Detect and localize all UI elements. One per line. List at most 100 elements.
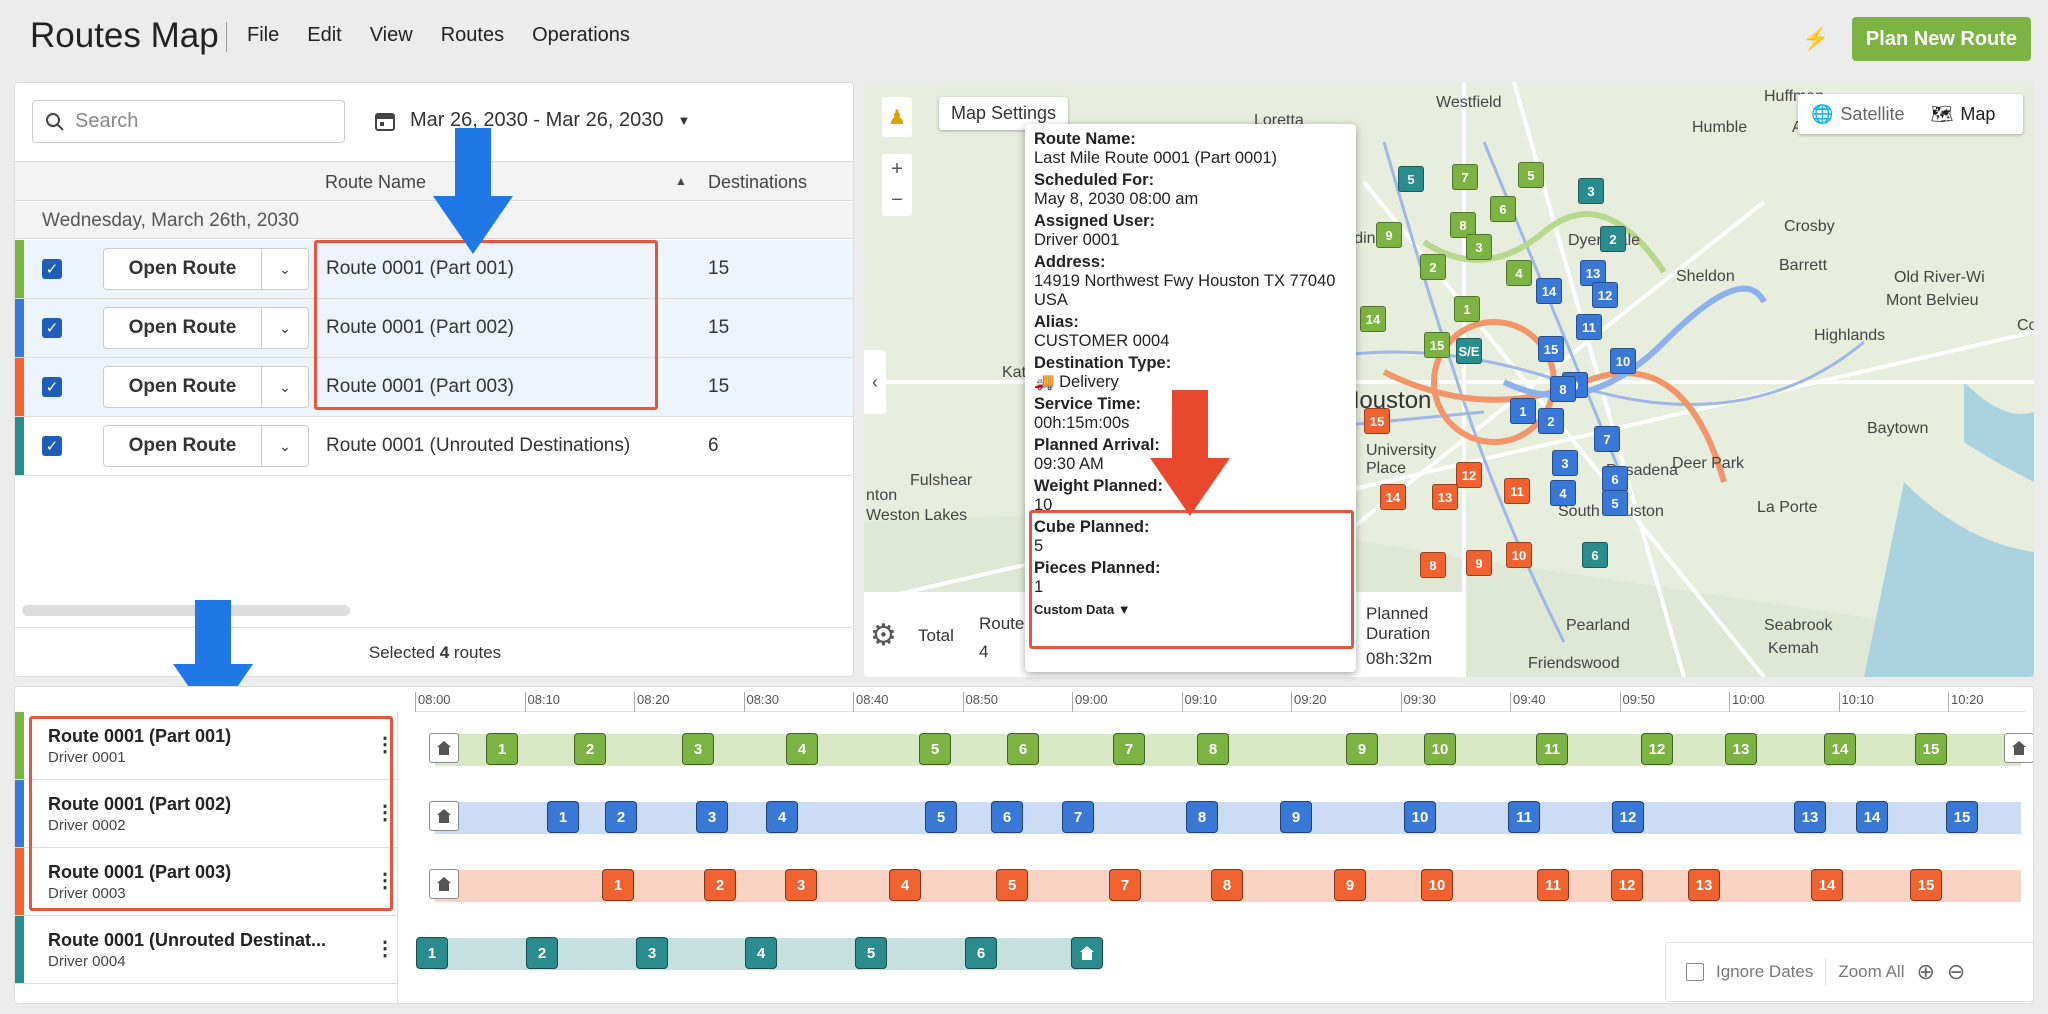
route-row[interactable]: ✓ Open Route ⌄ Route 0001 (Unrouted Destina… <box>15 417 853 476</box>
search-input[interactable] <box>75 110 325 133</box>
timeline-stop[interactable]: 15 <box>1910 869 1942 901</box>
timeline-stop[interactable]: 3 <box>696 801 728 833</box>
timeline-stop[interactable]: 5 <box>996 869 1028 901</box>
timeline-route-row[interactable]: Route 0001 (Unrouted Destinat... Driver 0… <box>15 916 398 984</box>
map-marker[interactable]: 3 <box>1552 450 1578 476</box>
zoom-out-icon[interactable]: ⊖ <box>1946 959 1966 984</box>
timeline-stop[interactable]: 5 <box>919 733 951 765</box>
map-marker[interactable]: 15 <box>1538 336 1564 362</box>
map-marker[interactable]: 8 <box>1450 212 1476 238</box>
route-checkbox[interactable]: ✓ <box>42 318 62 338</box>
open-route-button[interactable]: Open Route <box>103 248 262 290</box>
depot-home-icon[interactable] <box>2004 733 2033 763</box>
map-marker[interactable]: 3 <box>1578 178 1604 204</box>
timeline-stop[interactable]: 7 <box>1113 733 1145 765</box>
map-marker[interactable]: 8 <box>1550 376 1576 402</box>
menu-edit[interactable]: Edit <box>307 24 342 46</box>
menu-view[interactable]: View <box>369 24 413 46</box>
gear-icon[interactable]: ⚙ <box>870 619 897 652</box>
zoom-in-icon[interactable]: + <box>891 158 903 180</box>
timeline-stop[interactable]: 3 <box>785 869 817 901</box>
map-marker[interactable]: 8 <box>1420 552 1446 578</box>
timeline-stop[interactable]: 1 <box>547 801 579 833</box>
menu-file[interactable]: File <box>247 24 280 46</box>
map-marker[interactable]: 5 <box>1518 162 1544 188</box>
timeline-stop[interactable]: 3 <box>682 733 714 765</box>
map-marker[interactable]: 14 <box>1536 278 1562 304</box>
timeline-stop[interactable]: 5 <box>855 937 887 969</box>
timeline-stop[interactable]: 14 <box>1856 801 1888 833</box>
timeline-stop[interactable]: 10 <box>1424 733 1456 765</box>
map-marker[interactable]: 1 <box>1510 398 1536 424</box>
timeline-stop[interactable]: 4 <box>786 733 818 765</box>
depot-home-icon[interactable] <box>1071 937 1103 969</box>
timeline-stop[interactable]: 12 <box>1611 869 1643 901</box>
map-marker[interactable]: 6 <box>1602 466 1628 492</box>
custom-data-toggle[interactable]: Custom Data ▼ <box>1034 600 1347 619</box>
map-marker[interactable]: 7 <box>1452 164 1478 190</box>
map-marker[interactable]: S/E <box>1456 338 1482 364</box>
timeline-stop[interactable]: 12 <box>1641 733 1673 765</box>
timeline-stop[interactable]: 2 <box>574 733 606 765</box>
timeline-stop[interactable]: 13 <box>1794 801 1826 833</box>
horizontal-scrollbar[interactable] <box>22 605 350 616</box>
timeline-stop[interactable]: 11 <box>1536 733 1568 765</box>
timeline-route-row[interactable]: Route 0001 (Part 003) Driver 0003 ⋮ <box>15 848 398 916</box>
sort-ascending-icon[interactable]: ▲ <box>675 174 687 188</box>
satellite-toggle[interactable]: 🌐 Satellite <box>1798 104 1917 125</box>
map-marker[interactable]: 10 <box>1506 542 1532 568</box>
timeline-stop[interactable]: 8 <box>1197 733 1229 765</box>
chevron-down-icon[interactable]: ⌄ <box>261 366 309 408</box>
timeline-stop[interactable]: 14 <box>1811 869 1843 901</box>
timeline-stop[interactable]: 7 <box>1062 801 1094 833</box>
map-marker[interactable]: 13 <box>1580 260 1606 286</box>
open-route-button[interactable]: Open Route <box>103 366 262 408</box>
map-marker[interactable]: 2 <box>1420 254 1446 280</box>
chevron-down-icon[interactable]: ⌄ <box>261 425 309 467</box>
ignore-dates-label[interactable]: Ignore Dates <box>1716 962 1814 981</box>
map-marker[interactable]: 2 <box>1538 408 1564 434</box>
timeline-stop[interactable]: 15 <box>1946 801 1978 833</box>
timeline-stop[interactable]: 11 <box>1537 869 1569 901</box>
zoom-out-icon[interactable]: − <box>891 189 903 211</box>
map-marker[interactable]: 6 <box>1490 196 1516 222</box>
lightning-icon[interactable]: ⚡ <box>1802 26 1830 51</box>
column-destinations[interactable]: Destinations <box>708 172 808 192</box>
timeline-stop[interactable]: 2 <box>526 937 558 969</box>
map-marker[interactable]: 4 <box>1550 480 1576 506</box>
timeline-stop[interactable]: 3 <box>636 937 668 969</box>
timeline-stop[interactable]: 1 <box>602 869 634 901</box>
timeline-stop[interactable]: 1 <box>416 937 448 969</box>
search-box[interactable] <box>32 100 345 143</box>
timeline-stop[interactable]: 13 <box>1725 733 1757 765</box>
map-marker[interactable]: 4 <box>1506 260 1532 286</box>
timeline-stop[interactable]: 6 <box>1007 733 1039 765</box>
zoom-in-icon[interactable]: ⊕ <box>1916 959 1935 984</box>
menu-routes[interactable]: Routes <box>440 24 505 46</box>
route-checkbox[interactable]: ✓ <box>42 259 62 279</box>
timeline-stop[interactable]: 2 <box>605 801 637 833</box>
timeline-stop[interactable]: 15 <box>1915 733 1947 765</box>
timeline-stop[interactable]: 14 <box>1824 733 1856 765</box>
timeline-stop[interactable]: 4 <box>745 937 777 969</box>
plan-new-route-button[interactable]: Plan New Route <box>1852 17 2031 61</box>
map-marker[interactable]: 11 <box>1504 478 1530 504</box>
map-marker[interactable]: 7 <box>1594 426 1620 452</box>
map-marker[interactable]: 1 <box>1454 296 1480 322</box>
map-marker[interactable]: 14 <box>1380 484 1406 510</box>
collapse-panel-button[interactable]: ‹ <box>864 350 886 414</box>
more-options-icon[interactable]: ⋮ <box>375 938 395 960</box>
timeline-stop[interactable]: 9 <box>1280 801 1312 833</box>
timeline-stop[interactable]: 8 <box>1186 801 1218 833</box>
timeline-stop[interactable]: 4 <box>889 869 921 901</box>
menu-operations[interactable]: Operations <box>532 24 630 46</box>
timeline-stop[interactable]: 13 <box>1688 869 1720 901</box>
timeline-stop[interactable]: 6 <box>965 937 997 969</box>
route-row[interactable]: ✓ Open Route ⌄ Route 0001 (Part 001) 15 <box>15 240 853 299</box>
timeline-stop[interactable]: 9 <box>1334 869 1366 901</box>
timeline-stop[interactable]: 2 <box>704 869 736 901</box>
route-checkbox[interactable]: ✓ <box>42 377 62 397</box>
map-marker[interactable]: 15 <box>1424 332 1450 358</box>
chevron-down-icon[interactable]: ⌄ <box>261 307 309 349</box>
timeline-route-row[interactable]: Route 0001 (Part 002) Driver 0002 ⋮ <box>15 780 398 848</box>
